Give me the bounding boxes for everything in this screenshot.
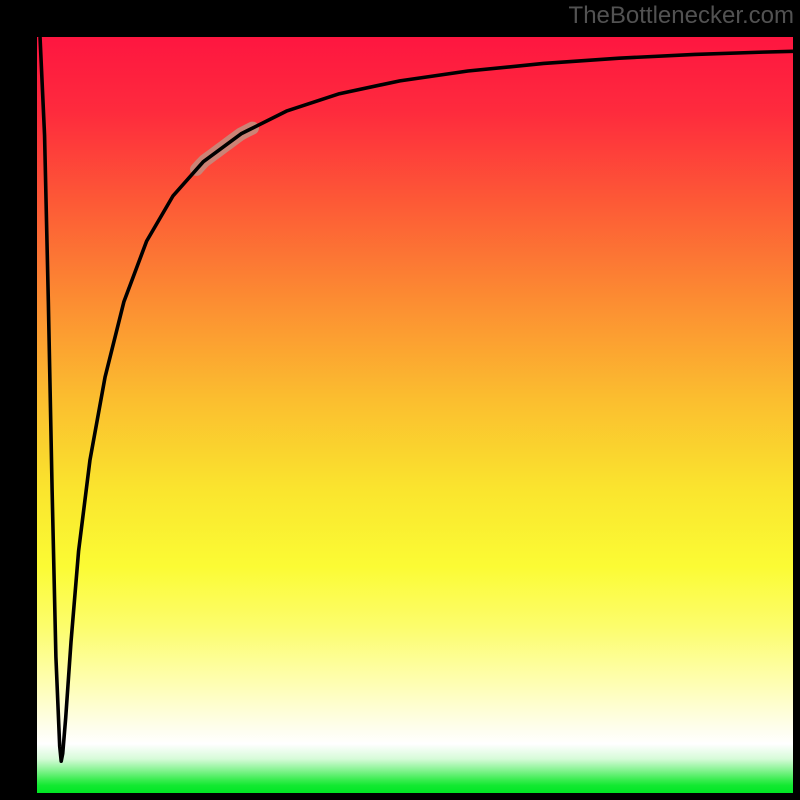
bottleneck-curve	[40, 37, 793, 761]
watermark-text: TheBottlenecker.com	[569, 2, 794, 30]
chart-container: TheBottlenecker.com	[0, 0, 800, 800]
curve-layer	[37, 37, 793, 793]
plot-area	[37, 37, 793, 793]
